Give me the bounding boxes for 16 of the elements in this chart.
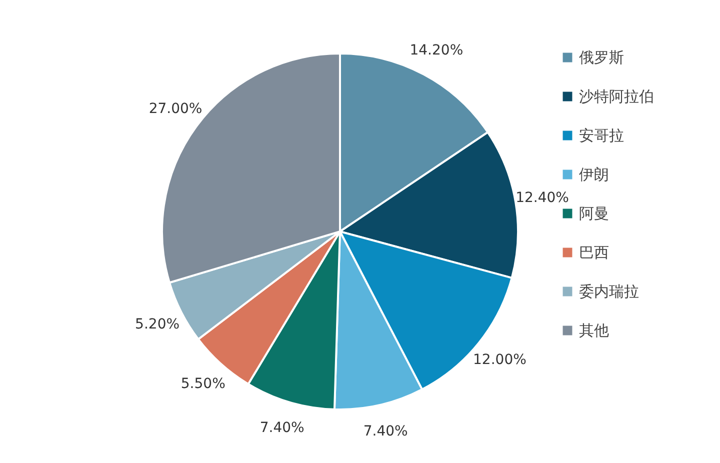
data-label: 14.20% <box>410 42 464 59</box>
data-label: 27.00% <box>148 101 202 118</box>
legend-label: 巴西 <box>579 244 609 262</box>
data-label: 7.40% <box>260 420 304 436</box>
legend-label: 俄罗斯 <box>579 48 624 66</box>
legend-label: 伊朗 <box>579 166 609 184</box>
data-label: 7.40% <box>363 423 408 440</box>
data-label: 12.40% <box>516 190 569 206</box>
legend-label: 其他 <box>579 322 609 340</box>
data-label: 5.50% <box>180 376 226 392</box>
data-label: 5.20% <box>135 316 180 332</box>
legend-label: 阿曼 <box>579 204 609 222</box>
legend-label: 沙特阿拉伯 <box>579 88 654 106</box>
legend-label: 安哥拉 <box>579 126 624 144</box>
data-label: 12.00% <box>473 352 526 368</box>
legend-label: 委内瑞拉 <box>579 282 639 300</box>
